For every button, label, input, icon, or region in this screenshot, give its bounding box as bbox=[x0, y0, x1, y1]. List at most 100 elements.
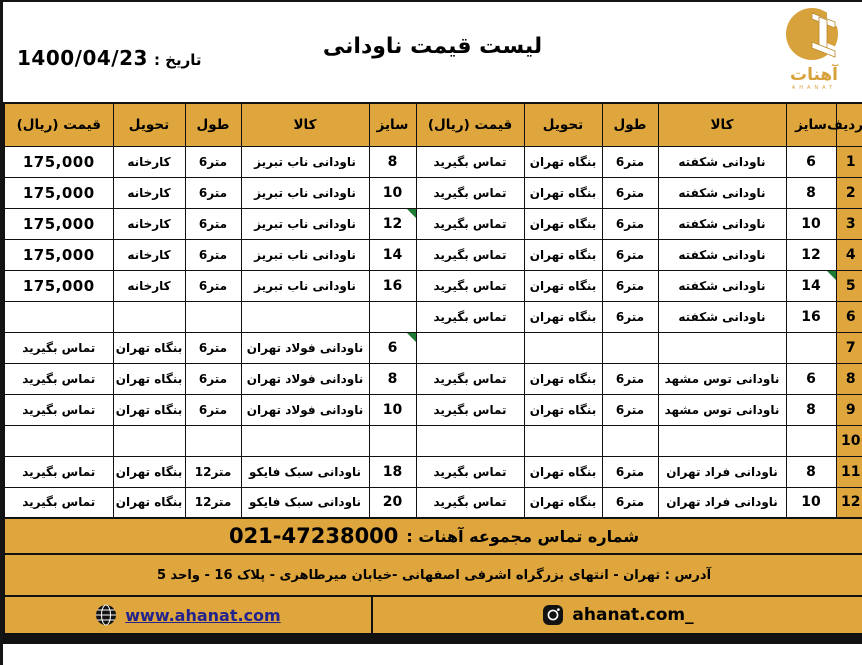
table-row: 2 8 ناودانی شکفته 6متر بنگاه تهران تماس بگیری… bbox=[3, 176, 862, 209]
date-value: 1400/04/23 bbox=[17, 46, 148, 70]
cell-product: ناودانی ناب تبریز bbox=[240, 207, 370, 240]
table-row: 6 16 ناودانی شکفته 6متر بنگاه تهران تماس بگیر… bbox=[3, 300, 862, 333]
cell-price: 175,000 bbox=[3, 238, 114, 271]
bottom-strip bbox=[3, 635, 862, 644]
cell-delivery: کارخانه bbox=[112, 207, 186, 240]
contact-number: 021-47238000 bbox=[228, 524, 399, 548]
cell-size bbox=[368, 300, 417, 333]
cell-price bbox=[3, 424, 114, 457]
cell-rowno: 4 bbox=[835, 238, 862, 271]
cell-delivery: بنگاه تهران bbox=[112, 331, 186, 364]
cell-product: ناودانی شکفته bbox=[657, 207, 787, 240]
price-table-header: ردیف سایز کالا طول تحویل قیمت (ریال) سای… bbox=[3, 102, 862, 147]
cell-price: تماس بگیرید bbox=[3, 455, 114, 488]
cell-price: تماس بگیرید bbox=[415, 145, 525, 178]
cell-price: تماس بگیرید bbox=[415, 176, 525, 209]
cell-size: 10 bbox=[785, 486, 837, 519]
cell-size bbox=[785, 424, 837, 457]
cell-delivery: بنگاه تهران bbox=[523, 145, 603, 178]
cell-size: 6 bbox=[368, 331, 417, 364]
cell-delivery: بنگاه تهران bbox=[523, 207, 603, 240]
cell-len: 6متر bbox=[601, 393, 659, 426]
cell-price bbox=[415, 331, 525, 364]
cell-delivery: کارخانه bbox=[112, 145, 186, 178]
cell-product: ناودانی ناب تبریز bbox=[240, 145, 370, 178]
table-row: 4 12 ناودانی شکفته 6متر بنگاه تهران تماس بگیر… bbox=[3, 238, 862, 271]
cell-price: تماس بگیرید bbox=[415, 486, 525, 519]
comment-marker-icon bbox=[406, 209, 415, 218]
table-row: 8 6 ناودانی توس مشهد 6متر بنگاه تهران تماس بگ… bbox=[3, 362, 862, 395]
cell-product: ناودانی ناب تبریز bbox=[240, 269, 370, 302]
cell-rowno: 7 bbox=[835, 331, 862, 364]
cell-product bbox=[240, 300, 370, 333]
cell-price: تماس بگیرید bbox=[3, 393, 114, 426]
cell-size: 18 bbox=[368, 455, 417, 488]
cell-size: 8 bbox=[785, 393, 837, 426]
cell-size: 10 bbox=[368, 176, 417, 209]
cell-price: 175,000 bbox=[3, 145, 114, 178]
cell-size bbox=[368, 424, 417, 457]
cell-rowno: 3 bbox=[835, 207, 862, 240]
table-row: 12 10 ناودانی فراد تهران 6متر بنگاه تهران تما… bbox=[3, 486, 862, 519]
cell-price: 175,000 bbox=[3, 207, 114, 240]
cell-len: 6متر bbox=[601, 455, 659, 488]
address-band: آدرس : تهران - انتهای بزرگراه اشرفی اصفه… bbox=[3, 555, 862, 597]
cell-delivery: کارخانه bbox=[112, 176, 186, 209]
cell-size: 6 bbox=[785, 362, 837, 395]
cell-delivery: بنگاه تهران bbox=[112, 393, 186, 426]
cell-len: 6متر bbox=[184, 362, 242, 395]
cell-price bbox=[415, 424, 525, 457]
cell-len: 6متر bbox=[601, 207, 659, 240]
cell-len: 12متر bbox=[184, 455, 242, 488]
cell-rowno: 5 bbox=[835, 269, 862, 302]
cell-delivery bbox=[112, 424, 186, 457]
table-row: 11 8 ناودانی فراد تهران 6متر بنگاه تهران تماس… bbox=[3, 455, 862, 488]
cell-price bbox=[3, 300, 114, 333]
cell-size: 16 bbox=[785, 300, 837, 333]
col-header-price-l: قیمت (ریال) bbox=[3, 102, 114, 147]
cell-delivery: بنگاه تهران bbox=[523, 238, 603, 271]
cell-product: ناودانی شکفته bbox=[657, 300, 787, 333]
cell-price: تماس بگیرید bbox=[415, 269, 525, 302]
cell-len: 6متر bbox=[601, 486, 659, 519]
table-row: 3 10 ناودانی شکفته 6متر بنگاه تهران تماس بگیر… bbox=[3, 207, 862, 240]
col-header-delivery-l: تحویل bbox=[112, 102, 186, 147]
cell-delivery: کارخانه bbox=[112, 269, 186, 302]
date-label: تاریخ : bbox=[153, 51, 202, 69]
instagram-handle[interactable]: ahanat.com_ bbox=[572, 605, 694, 625]
cell-delivery: کارخانه bbox=[112, 238, 186, 271]
cell-product: ناودانی شکفته bbox=[657, 269, 787, 302]
globe-icon bbox=[95, 604, 117, 626]
cell-delivery: بنگاه تهران bbox=[523, 486, 603, 519]
col-header-length-r: طول bbox=[601, 102, 659, 147]
cell-price: تماس بگیرید bbox=[415, 238, 525, 271]
cell-product: ناودانی فولاد تهران bbox=[240, 393, 370, 426]
cell-delivery: بنگاه تهران bbox=[112, 362, 186, 395]
cell-product: ناودانی شکفته bbox=[657, 176, 787, 209]
cell-price: تماس بگیرید bbox=[415, 362, 525, 395]
cell-rowno: 1 bbox=[835, 145, 862, 178]
cell-delivery bbox=[112, 300, 186, 333]
cell-delivery: بنگاه تهران bbox=[523, 300, 603, 333]
cell-price: تماس بگیرید bbox=[415, 393, 525, 426]
cell-delivery bbox=[523, 331, 603, 364]
page-title: لیست قیمت ناودانی bbox=[322, 34, 543, 59]
cell-size: 8 bbox=[368, 145, 417, 178]
social-band: www.ahanat.com ahanat.com_ bbox=[3, 597, 862, 635]
website-link[interactable]: www.ahanat.com bbox=[125, 605, 281, 625]
cell-len: 6متر bbox=[184, 269, 242, 302]
cell-product: ناودانی شکفته bbox=[657, 238, 787, 271]
cell-len: 6متر bbox=[601, 300, 659, 333]
table-row: 5 14 ناودانی شکفته 6متر بنگاه تهران تماس بگیر… bbox=[3, 269, 862, 302]
contact-band: شماره تماس مجموعه آهنات : 021-47238000 bbox=[3, 519, 862, 555]
cell-len: 6متر bbox=[601, 145, 659, 178]
cell-rowno: 2 bbox=[835, 176, 862, 209]
cell-price: 175,000 bbox=[3, 176, 114, 209]
cell-price: تماس بگیرید bbox=[415, 300, 525, 333]
cell-len bbox=[601, 331, 659, 364]
table-row: 10 bbox=[3, 424, 862, 457]
cell-product: ناودانی توس مشهد bbox=[657, 362, 787, 395]
cell-len: 6متر bbox=[601, 269, 659, 302]
cell-size: 10 bbox=[368, 393, 417, 426]
